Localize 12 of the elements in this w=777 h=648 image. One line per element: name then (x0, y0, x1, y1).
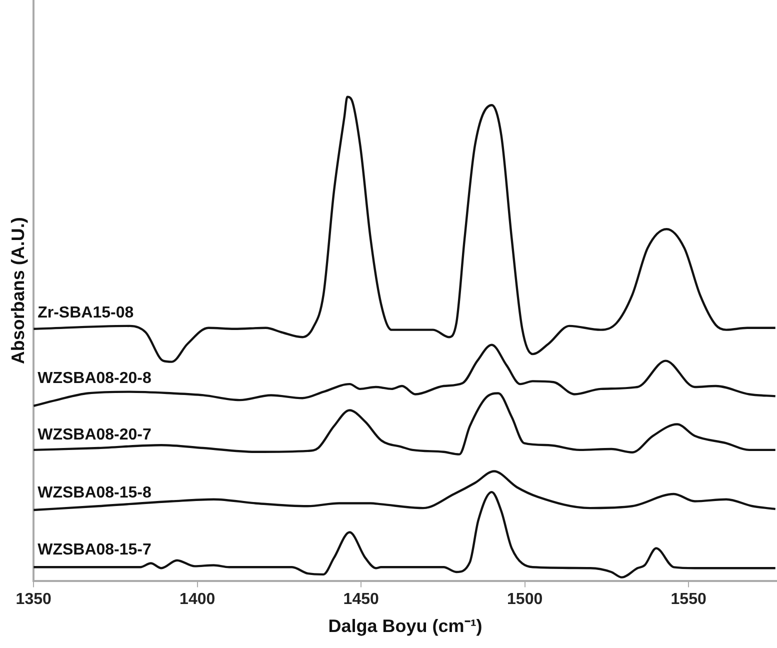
y-axis-title: Absorbans (A.U.) (8, 217, 28, 364)
series-label: WZSBA08-20-8 (38, 370, 152, 388)
x-tick-label: 1550 (670, 591, 706, 608)
series-label: WZSBA08-15-8 (38, 484, 152, 502)
x-tick-label: 1450 (343, 591, 379, 608)
x-tick-label: 1400 (180, 591, 216, 608)
x-tick-label: 1350 (16, 591, 52, 608)
x-axis-title: Dalga Boyu (cm⁻¹) (328, 616, 482, 636)
series-label: Zr-SBA15-08 (38, 304, 134, 322)
x-tick-label: 1500 (507, 591, 543, 608)
series-label: WZSBA08-15-7 (38, 542, 152, 559)
series-label: WZSBA08-20-7 (38, 426, 152, 444)
